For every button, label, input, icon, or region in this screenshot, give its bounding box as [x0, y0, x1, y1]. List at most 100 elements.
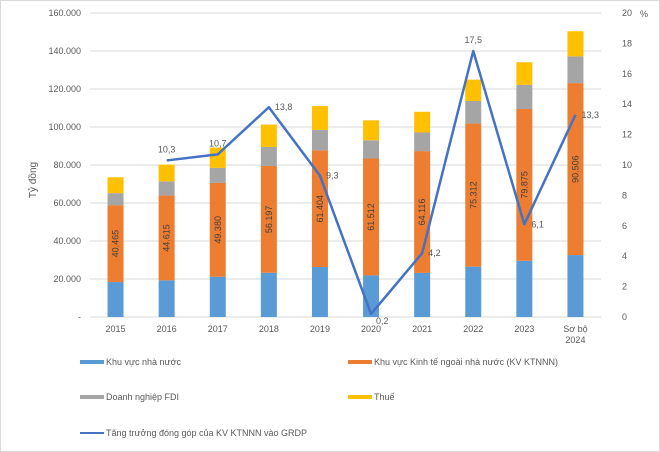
y2-tick-label: 12 — [622, 130, 632, 140]
legend-swatch-state — [80, 360, 104, 364]
bar-data-label: 79.875 — [519, 171, 529, 199]
bar-tax — [107, 177, 124, 194]
bar-data-label: 44.615 — [162, 224, 172, 252]
growth-data-label: 17,5 — [464, 35, 482, 45]
y-axis-title: Tỷ đồng — [27, 162, 39, 198]
bar-non-state — [311, 150, 328, 268]
bar-non-state — [414, 151, 431, 273]
bar-non-state — [516, 108, 533, 261]
y-tick-label: 20.000 — [53, 274, 81, 284]
bar-fdi — [414, 132, 431, 152]
bar-data-label: 49.380 — [213, 216, 223, 244]
bar-state — [516, 260, 533, 317]
legend-label-growth: Tăng trưởng đóng góp của KV KTNNN vào GR… — [106, 428, 308, 438]
y-tick-label: - — [78, 312, 81, 322]
bar-fdi — [363, 140, 380, 159]
y2-tick-label: 18 — [622, 38, 632, 48]
legend-item-state: Khu vực nhà nước — [80, 357, 181, 367]
legend-label-state: Khu vực nhà nước — [106, 357, 181, 367]
y2-tick-label: 16 — [622, 69, 632, 79]
bar-fdi — [567, 56, 584, 84]
growth-data-label: 10,7 — [209, 138, 227, 148]
growth-data-label: 13,3 — [581, 110, 599, 120]
bar-data-label: 61.404 — [315, 195, 325, 223]
y2-axis-unit: % — [640, 9, 648, 19]
y-tick-label: 100.000 — [48, 122, 81, 132]
bar-tax — [465, 79, 482, 101]
bar-data-label: 75.312 — [468, 181, 478, 209]
bar-data-label: 64.116 — [417, 199, 427, 226]
legend-swatch-non-state — [348, 360, 372, 364]
legend-item-non-state: Khu vực Kinh tế ngoài nhà nước (KV KTNNN… — [348, 357, 558, 367]
bar-tax — [311, 106, 328, 131]
bar-state — [107, 282, 124, 317]
growth-data-label: 6,1 — [531, 219, 544, 229]
bar-data-label: 61.512 — [366, 203, 376, 231]
legend-swatch-tax — [348, 395, 372, 399]
bar-data-label: 40.465 — [111, 230, 121, 258]
growth-data-label: 4,2 — [428, 248, 441, 258]
legend-label-fdi: Doanh nghiệp FDI — [106, 392, 180, 402]
bar-fdi — [107, 193, 124, 206]
bar-tax — [414, 111, 431, 133]
legend-swatch-fdi — [80, 395, 104, 399]
x-tick-label: 2016 — [157, 324, 177, 334]
x-tick-label: 2023 — [514, 324, 534, 334]
growth-data-label: 10,3 — [158, 144, 176, 154]
x-tick-label: 2015 — [106, 324, 126, 334]
bar-state — [414, 272, 431, 317]
x-tick-label: 2022 — [463, 324, 483, 334]
legend-label-non-state: Khu vực Kinh tế ngoài nhà nước (KV KTNNN… — [374, 357, 559, 367]
y2-tick-label: 20 — [622, 8, 632, 18]
bar-fdi — [158, 181, 175, 196]
x-tick-label: 2017 — [208, 324, 228, 334]
bar-tax — [567, 31, 584, 57]
bar-state — [209, 276, 226, 317]
bar-fdi — [209, 167, 226, 183]
y2-tick-label: 0 — [622, 312, 627, 322]
growth-data-label: 13,8 — [275, 102, 293, 112]
bar-fdi — [260, 146, 277, 166]
y2-tick-label: 6 — [622, 221, 627, 231]
bar-non-state — [158, 195, 175, 281]
bar-fdi — [311, 130, 328, 151]
x-tick-label: 2018 — [259, 324, 279, 334]
legend-label-tax: Thuế — [374, 392, 395, 402]
bar-state — [465, 266, 482, 317]
y2-tick-label: 2 — [622, 282, 627, 292]
bar-fdi — [516, 84, 533, 109]
legend-item-growth: Tăng trưởng đóng góp của KV KTNNN vào GR… — [80, 428, 307, 438]
bar-non-state — [465, 123, 482, 267]
bar-state — [158, 280, 175, 317]
bar-fdi — [465, 100, 482, 124]
bar-non-state — [209, 182, 226, 277]
bar-tax — [158, 164, 175, 182]
bar-state — [260, 272, 277, 317]
y-tick-label: 60.000 — [53, 198, 81, 208]
y-tick-label: 80.000 — [53, 160, 81, 170]
x-tick-label: 2021 — [412, 324, 432, 334]
y2-tick-label: 10 — [622, 160, 632, 170]
legend-swatch-growth — [80, 432, 104, 434]
x-tick-label: 2020 — [361, 324, 381, 334]
bar-data-label: 56.197 — [264, 206, 274, 234]
bar-tax — [363, 120, 380, 141]
bar-data-label: 90.506 — [570, 155, 580, 183]
bar-non-state — [107, 205, 124, 283]
bar-tax — [209, 147, 226, 168]
y-tick-label: 140.000 — [48, 46, 81, 56]
bar-tax — [260, 124, 277, 147]
bar-non-state — [260, 165, 277, 273]
y2-tick-label: 4 — [622, 251, 627, 261]
y-tick-label: 160.000 — [48, 8, 81, 18]
x-tick-label: Sơ bộ 2024 — [563, 324, 587, 345]
y-tick-label: 40.000 — [53, 236, 81, 246]
bar-non-state — [363, 158, 380, 276]
bar-state — [567, 255, 584, 317]
legend-item-tax: Thuế — [348, 392, 395, 402]
x-tick-label: 2019 — [310, 324, 330, 334]
bar-state — [311, 267, 328, 317]
legend-item-fdi: Doanh nghiệp FDI — [80, 392, 179, 402]
y2-tick-label: 14 — [622, 99, 632, 109]
growth-data-label: 0,2 — [376, 316, 389, 326]
